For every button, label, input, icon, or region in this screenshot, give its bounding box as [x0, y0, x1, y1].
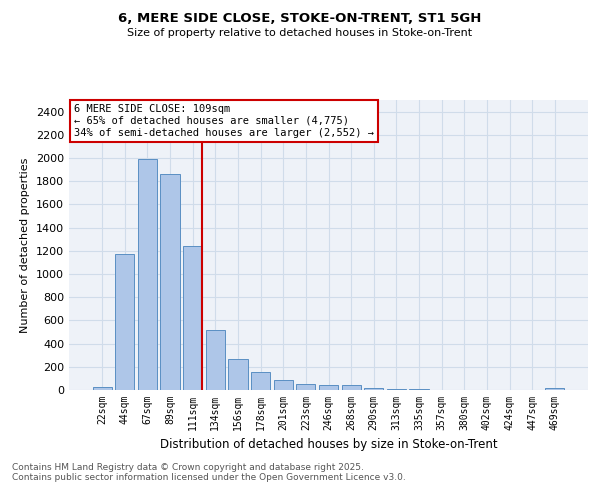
Bar: [319, 386, 338, 390]
Text: Contains HM Land Registry data © Crown copyright and database right 2025.: Contains HM Land Registry data © Crown c…: [12, 464, 364, 472]
Text: 6 MERE SIDE CLOSE: 109sqm
← 65% of detached houses are smaller (4,775)
34% of se: 6 MERE SIDE CLOSE: 109sqm ← 65% of detac…: [74, 104, 374, 138]
Bar: [229, 358, 248, 390]
Bar: [92, 387, 112, 390]
Bar: [115, 254, 134, 390]
Text: 6, MERE SIDE CLOSE, STOKE-ON-TRENT, ST1 5GH: 6, MERE SIDE CLOSE, STOKE-ON-TRENT, ST1 …: [118, 12, 482, 26]
Bar: [364, 388, 383, 390]
Bar: [160, 174, 180, 390]
Bar: [138, 159, 157, 390]
X-axis label: Distribution of detached houses by size in Stoke-on-Trent: Distribution of detached houses by size …: [160, 438, 497, 452]
Bar: [206, 330, 225, 390]
Text: Contains public sector information licensed under the Open Government Licence v3: Contains public sector information licen…: [12, 474, 406, 482]
Y-axis label: Number of detached properties: Number of detached properties: [20, 158, 31, 332]
Bar: [251, 372, 270, 390]
Bar: [183, 246, 202, 390]
Bar: [341, 386, 361, 390]
Bar: [296, 384, 316, 390]
Text: Size of property relative to detached houses in Stoke-on-Trent: Size of property relative to detached ho…: [127, 28, 473, 38]
Bar: [545, 388, 565, 390]
Bar: [274, 380, 293, 390]
